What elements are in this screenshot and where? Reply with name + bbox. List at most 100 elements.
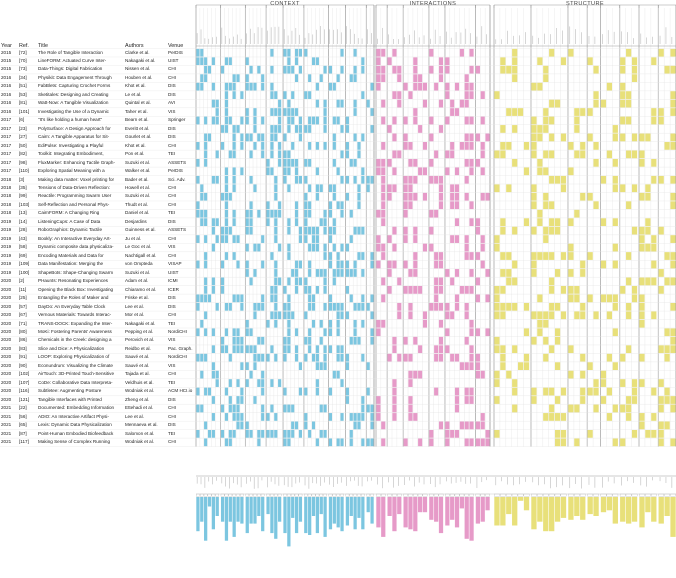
matrix-cell (531, 184, 537, 193)
matrix-cell (392, 243, 397, 252)
matrix-cell (224, 82, 229, 91)
matrix-cell (336, 353, 340, 362)
matrix-cell (645, 226, 651, 235)
row-ref: [2] (19, 278, 25, 284)
matrix-cell (353, 328, 357, 337)
row-year: 2021 (1, 413, 12, 419)
matrix-cell (620, 184, 626, 193)
matrix-cell (196, 57, 200, 66)
matrix-cell (381, 243, 386, 252)
matrix-cell (387, 125, 392, 133)
matrix-cell (480, 421, 485, 430)
matrix-cell (543, 235, 549, 243)
matrix-cell (549, 150, 555, 159)
matrix-cell (403, 438, 408, 447)
matrix-cell (323, 108, 327, 116)
matrix-cell (270, 311, 274, 320)
matrix-cell (537, 57, 543, 66)
matrix-cell (397, 99, 402, 108)
matrix-cell (304, 192, 308, 201)
matrix-cell (274, 302, 278, 311)
matrix-cell (397, 277, 402, 286)
matrix-cell (204, 260, 208, 269)
row-ref: [69] (19, 252, 27, 258)
histogram-bar (257, 497, 261, 516)
count-label-box (207, 493, 212, 497)
row-ref: [101] (19, 108, 30, 114)
histogram-bar (554, 497, 561, 522)
matrix-cell (232, 345, 236, 354)
row-venue: ASSETS (168, 159, 187, 165)
matrix-cell (480, 142, 485, 150)
matrix-cell (283, 302, 287, 311)
matrix-cell (204, 252, 208, 260)
row-year: 2021 (1, 405, 12, 411)
matrix-cell (336, 345, 340, 354)
matrix-cell (445, 82, 450, 91)
matrix-cell (670, 396, 676, 404)
histogram-bar (294, 497, 299, 534)
matrix-cell (485, 430, 490, 438)
matrix-cell (606, 311, 613, 320)
matrix-cell (459, 286, 464, 294)
matrix-cell (554, 413, 561, 421)
count-label-box (345, 493, 350, 497)
matrix-cell (328, 226, 333, 235)
matrix-cell (381, 74, 386, 83)
row-authors: Thudt et al. (125, 201, 148, 207)
matrix-cell (664, 421, 670, 430)
count-label-box (454, 493, 460, 497)
count-label-box (353, 493, 357, 497)
matrix-cell (295, 353, 299, 362)
matrix-cell (261, 82, 265, 91)
count-label-box (449, 493, 455, 497)
matrix-cell (215, 235, 219, 243)
matrix-cell (274, 286, 278, 294)
matrix-cell (454, 218, 460, 227)
matrix-cell (295, 218, 299, 227)
matrix-cell (403, 336, 408, 345)
matrix-cell (512, 57, 518, 66)
matrix-cell (397, 91, 402, 99)
row-title: RoboGraphics: Dynamic Tactile (38, 227, 102, 233)
matrix-cell (475, 226, 480, 235)
matrix-cell (418, 370, 423, 379)
matrix-cell (332, 218, 336, 227)
row-year: 2019 (1, 244, 12, 250)
matrix-cell (204, 142, 208, 150)
count-label-box (376, 493, 381, 497)
matrix-cell (353, 269, 357, 277)
row-year: 2020 (1, 388, 12, 394)
count-label-box (505, 493, 512, 497)
matrix-cell (249, 430, 253, 438)
matrix-cell (328, 252, 333, 260)
matrix-cell (658, 226, 664, 235)
matrix-cell (253, 108, 257, 116)
matrix-cell (232, 74, 236, 83)
matrix-cell (323, 430, 327, 438)
matrix-cell (257, 243, 261, 252)
matrix-cell (645, 218, 651, 227)
matrix-cell (261, 116, 265, 125)
matrix-cell (232, 328, 236, 337)
matrix-cell (537, 82, 543, 91)
matrix-cell (221, 430, 225, 438)
matrix-cell (450, 108, 455, 116)
matrix-cell (215, 108, 219, 116)
matrix-cell (270, 379, 274, 387)
matrix-cell (315, 235, 319, 243)
matrix-cell (651, 277, 657, 286)
matrix-cell (287, 336, 291, 345)
row-title: Exploring Spatial Meaning with a (38, 168, 105, 174)
matrix-cell (332, 142, 336, 150)
matrix-cell (560, 387, 567, 396)
count-label-box (366, 493, 370, 497)
matrix-cell (537, 133, 543, 142)
matrix-cell (392, 48, 397, 57)
matrix-cell (445, 269, 450, 277)
matrix-cell (249, 82, 253, 91)
matrix-cell (315, 116, 319, 125)
matrix-cell (438, 184, 444, 193)
matrix-cell (434, 387, 439, 396)
matrix-cell (639, 226, 645, 235)
